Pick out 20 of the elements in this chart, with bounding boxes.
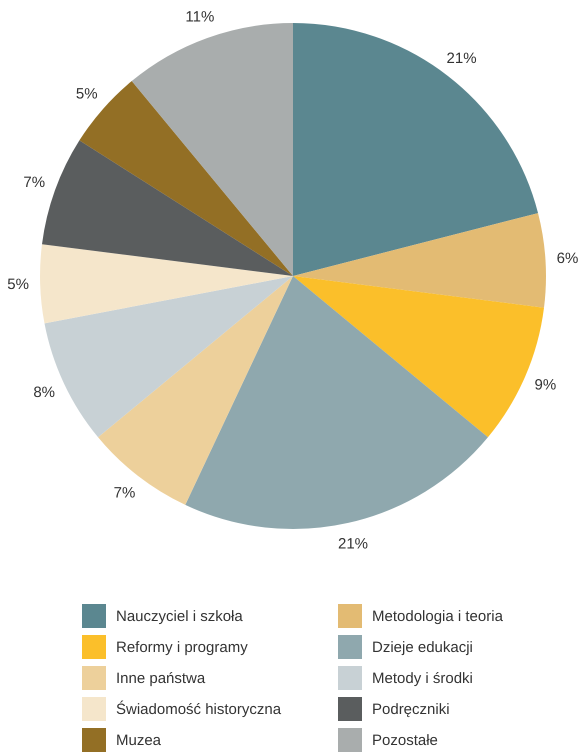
legend-label: Metodologia i teoria: [372, 608, 503, 624]
legend-label: Inne państwa: [116, 670, 206, 686]
data-label: 7%: [23, 174, 46, 191]
legend-label: Podręczniki: [372, 700, 450, 718]
legend-label: Świadomość historyczna: [116, 700, 282, 718]
data-label: 8%: [33, 384, 56, 402]
legend-label: Reformy i programy: [116, 638, 248, 656]
legend-label: Dzieje edukacji: [372, 638, 473, 656]
legend-label: Muzea: [116, 732, 162, 748]
data-label: 21%: [338, 536, 368, 553]
data-label: 5%: [76, 85, 98, 102]
data-label: 11%: [185, 8, 214, 26]
data-label: 5%: [7, 276, 29, 293]
legend-label: Nauczyciel i szkoła: [116, 608, 243, 624]
legend-label: Pozostałe: [372, 732, 438, 748]
data-label: 6%: [556, 250, 578, 267]
data-label: 9%: [534, 376, 556, 394]
legend-label: Metody i środki: [372, 670, 473, 686]
data-label: 21%: [446, 50, 477, 67]
data-label: 7%: [114, 484, 136, 502]
